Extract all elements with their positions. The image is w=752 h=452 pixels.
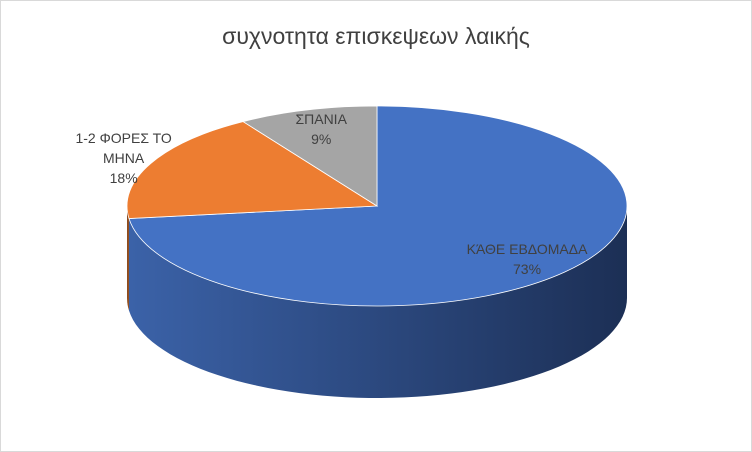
chart-title: συχνοτητα επισκεψεων λαικής	[222, 23, 530, 49]
value-label: 18%	[109, 170, 138, 187]
slice	[128, 105, 628, 307]
category-label: 1-2 ΦΟΡΕΣ ΤΟ ΜΗΝΑ	[75, 130, 172, 167]
category-label: ΣΠΑΝΙΑ	[295, 111, 347, 128]
slice	[242, 105, 378, 207]
slice-side	[127, 206, 129, 311]
slice	[126, 121, 379, 219]
category-label: ΚΆΘΕ ΕΒΔΟΜΑΔΑ	[466, 240, 588, 257]
data-label: ΚΆΘΕ ΕΒΔΟΜΑΔΑ 73%	[467, 239, 588, 279]
data-label: 1-2 ΦΟΡΕΣ ΤΟ ΜΗΝΑ 18%	[66, 128, 181, 188]
data-label: ΣΠΑΝΙΑ 9%	[295, 109, 346, 149]
value-label: 73%	[512, 260, 542, 277]
slice-side	[128, 206, 627, 399]
value-label: 9%	[311, 131, 332, 148]
